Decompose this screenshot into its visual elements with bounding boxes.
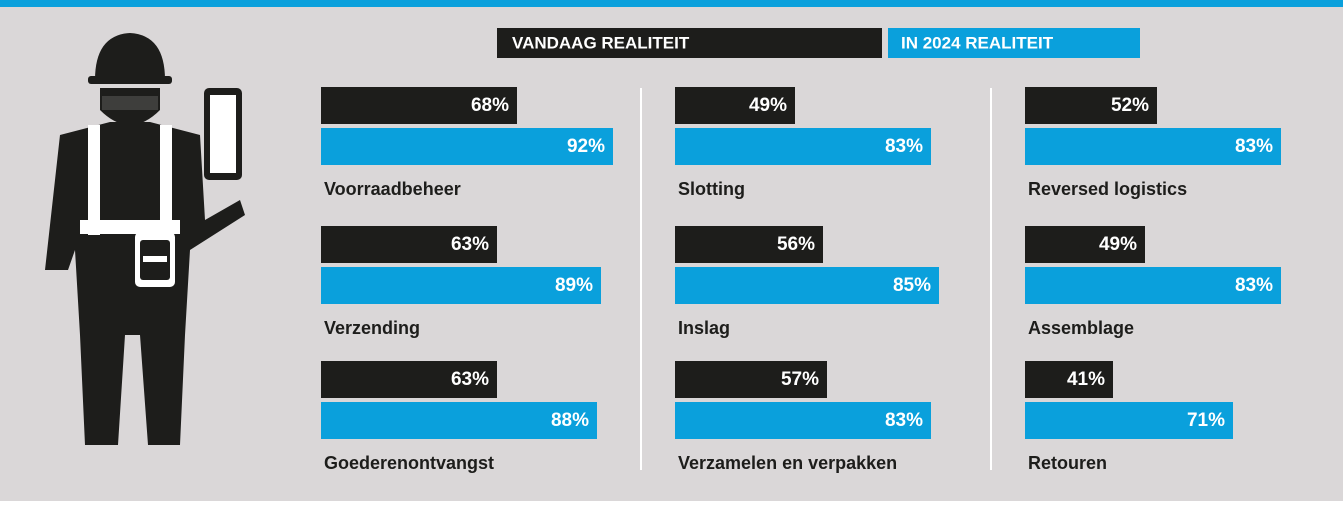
bar <box>675 87 795 124</box>
bar <box>675 402 931 439</box>
bar-value-label: 83% <box>1235 275 1273 296</box>
category-label: Inslag <box>678 318 730 338</box>
bar <box>675 267 939 304</box>
bar <box>321 267 601 304</box>
bar-value-label: 89% <box>555 275 593 296</box>
category-label: Verzamelen en verpakken <box>678 453 897 473</box>
bar <box>321 226 497 263</box>
bar-value-label: 68% <box>471 95 509 116</box>
bar <box>675 226 823 263</box>
bar-value-label: 71% <box>1187 410 1225 431</box>
bar <box>1025 361 1113 398</box>
bar <box>1025 226 1145 263</box>
bar-value-label: 57% <box>781 369 819 390</box>
bar <box>321 361 497 398</box>
bar-value-label: 83% <box>1235 136 1273 157</box>
category-label: Reversed logistics <box>1028 179 1187 199</box>
legend-label: VANDAAG REALITEIT <box>512 33 690 52</box>
bar <box>675 361 827 398</box>
worker-icon <box>45 33 245 445</box>
bar-value-label: 85% <box>893 275 931 296</box>
top-stripe <box>0 0 1343 7</box>
category-label: Retouren <box>1028 453 1107 473</box>
legend-label: IN 2024 REALITEIT <box>901 33 1054 52</box>
category-label: Goederenontvangst <box>324 453 494 473</box>
bar-value-label: 83% <box>885 410 923 431</box>
bar-value-label: 52% <box>1111 95 1149 116</box>
bar-value-label: 49% <box>749 95 787 116</box>
bar <box>1025 87 1157 124</box>
bar-value-label: 63% <box>451 369 489 390</box>
bar <box>321 128 613 165</box>
bar <box>321 87 517 124</box>
bar-value-label: 49% <box>1099 234 1137 255</box>
bar-value-label: 56% <box>777 234 815 255</box>
bar-value-label: 88% <box>551 410 589 431</box>
bar <box>1025 402 1233 439</box>
category-label: Slotting <box>678 179 745 199</box>
legend-swatch <box>497 28 882 58</box>
bar-value-label: 63% <box>451 234 489 255</box>
bar <box>1025 267 1281 304</box>
bar <box>675 128 931 165</box>
bar-value-label: 83% <box>885 136 923 157</box>
bar-value-label: 92% <box>567 136 605 157</box>
legend-swatch <box>888 28 1140 58</box>
bar-value-label: 41% <box>1067 369 1105 390</box>
bar <box>1025 128 1281 165</box>
category-label: Voorraadbeheer <box>324 179 461 199</box>
category-label: Assemblage <box>1028 318 1134 338</box>
category-label: Verzending <box>324 318 420 338</box>
bar <box>321 402 597 439</box>
